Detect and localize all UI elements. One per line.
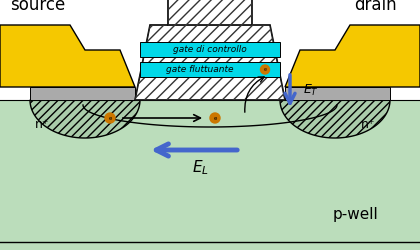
Text: gate di controllo: gate di controllo (173, 45, 247, 54)
Text: p-well: p-well (332, 208, 378, 222)
Bar (30, 87, 135, 100)
Polygon shape (280, 100, 390, 138)
Bar (0, 100, 420, 250)
Text: n⁺: n⁺ (361, 118, 375, 132)
Text: e: e (263, 67, 267, 72)
Text: e: e (108, 116, 112, 120)
Bar (0, 0, 420, 100)
Text: e: e (213, 116, 217, 120)
Text: gate fluttuante: gate fluttuante (166, 65, 234, 74)
Polygon shape (285, 25, 420, 87)
Text: $E_L$: $E_L$ (192, 159, 208, 177)
Text: $E_T$: $E_T$ (303, 82, 319, 98)
Polygon shape (0, 25, 135, 87)
Bar (140, 62, 280, 77)
Text: source: source (10, 0, 66, 14)
Circle shape (105, 113, 115, 123)
Bar (285, 87, 390, 100)
Bar (140, 42, 280, 57)
Text: n⁺: n⁺ (35, 118, 49, 132)
Polygon shape (135, 25, 285, 100)
Text: drain: drain (354, 0, 396, 14)
Circle shape (260, 65, 270, 74)
Circle shape (210, 113, 220, 123)
Polygon shape (168, 0, 252, 25)
Polygon shape (30, 100, 140, 138)
